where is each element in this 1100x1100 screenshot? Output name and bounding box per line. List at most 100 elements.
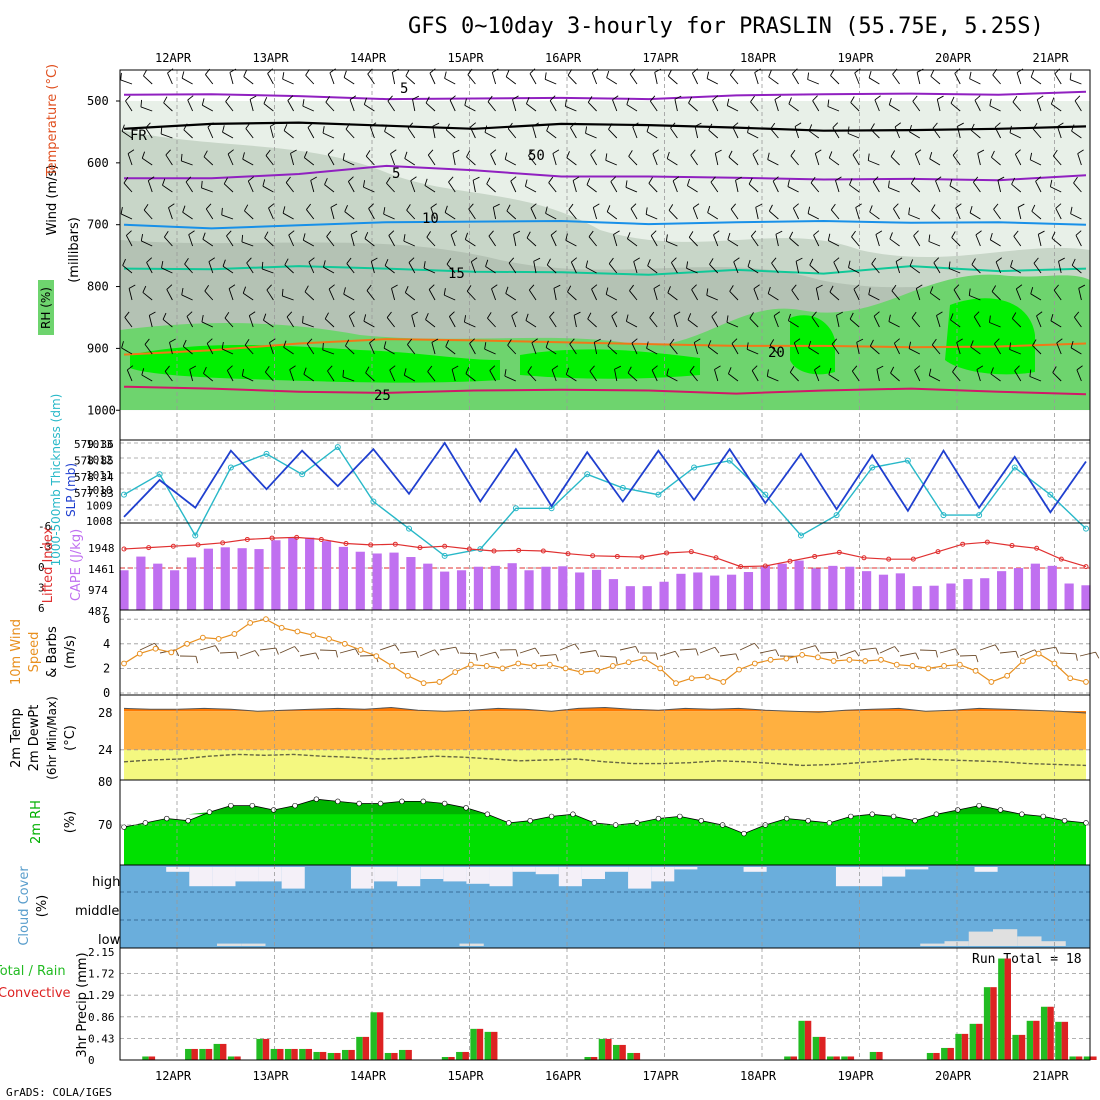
- slp-tick-label: 1013: [86, 438, 113, 451]
- wind-barb: [613, 234, 618, 247]
- wind-barb-flag: [160, 126, 163, 134]
- wind-barb-flag: [955, 648, 960, 656]
- wind-barb: [952, 371, 961, 382]
- rh-point: [869, 811, 875, 817]
- wind-barb-flag: [1050, 97, 1055, 105]
- high-cloud-bar: [489, 867, 513, 887]
- isotherm-FR: [123, 121, 1087, 132]
- wind-barb-flag: [1049, 179, 1053, 187]
- wind-barb-flag: [994, 338, 1000, 345]
- wind-barb-flag: [310, 176, 318, 181]
- precip-total-bar: [998, 958, 1005, 1060]
- wind-barb: [908, 214, 920, 220]
- wind-barb: [770, 128, 779, 139]
- wind-barb-flag: [285, 176, 291, 183]
- wind-barb: [789, 372, 799, 382]
- wind-speed-point: [468, 661, 474, 668]
- wind-barb: [164, 236, 173, 247]
- wind-barb-flag: [1076, 365, 1083, 371]
- wind-barb: [936, 99, 941, 112]
- wind-barb-flag: [282, 206, 286, 214]
- thickness-point: [584, 471, 591, 478]
- wind-barb-flag: [787, 179, 790, 187]
- pressure-tick-label: 700: [87, 218, 109, 232]
- wind-barb: [224, 317, 234, 328]
- wind-barb-flag: [302, 315, 304, 323]
- wind-barb-flag: [853, 284, 860, 290]
- wind-barb: [793, 342, 800, 355]
- cape-bar: [828, 565, 838, 610]
- wind-barb-flag: [957, 122, 964, 127]
- wind-barb-flag: [546, 258, 551, 266]
- rh-point: [377, 800, 384, 807]
- wind-barb-flag: [306, 338, 313, 345]
- wind-barb-flag: [364, 232, 369, 239]
- wind-barb-flag: [249, 311, 256, 317]
- dewpt-line: [123, 753, 1087, 767]
- wind-barb-flag: [868, 287, 871, 295]
- wind-barb-flag: [425, 96, 430, 104]
- wind-speed-point: [199, 634, 206, 641]
- wind-barb: [819, 651, 837, 654]
- high-cloud-bar: [212, 867, 236, 887]
- cape-bar: [963, 579, 973, 610]
- wind-barb-flag: [587, 96, 593, 103]
- wind-barb: [772, 181, 779, 193]
- li-point: [960, 541, 966, 547]
- wind-barb-flag: [546, 124, 550, 131]
- li-tick-label: 3: [38, 582, 45, 595]
- wind-barb: [349, 99, 355, 112]
- wind-barb-flag: [667, 69, 672, 77]
- wind-speed-point: [941, 663, 947, 669]
- precip-conv-bar: [1004, 958, 1011, 1060]
- wind-barb-flag: [302, 99, 305, 107]
- thickness-point: [263, 450, 270, 457]
- wind-barb: [626, 320, 638, 328]
- wind-barb: [939, 648, 956, 654]
- slp-axis-label: SLP (mb): [64, 463, 78, 517]
- wind-barb: [568, 209, 577, 220]
- slp-thickness-panel: 579.36578.85578.34577.831013101210111010…: [74, 438, 1091, 559]
- wind-barb: [735, 180, 739, 193]
- wind-barb-flag: [969, 205, 973, 213]
- wind-barb-flag: [404, 151, 408, 159]
- rh-line: [123, 798, 1087, 835]
- wind-barb: [910, 183, 921, 193]
- wind-barb: [489, 370, 496, 382]
- wind-barb: [491, 72, 497, 85]
- wind-barb: [464, 321, 476, 328]
- wind-barb: [690, 154, 698, 166]
- wind-barb: [1013, 236, 1022, 247]
- li-point: [565, 551, 571, 557]
- precip-conv-bar: [220, 1043, 227, 1060]
- wind-barb: [632, 126, 638, 139]
- li-point: [121, 546, 127, 552]
- wind-barb-flag: [242, 152, 245, 160]
- wind-barb: [771, 262, 779, 274]
- wind-barb: [629, 290, 638, 301]
- wind-barb: [973, 316, 981, 328]
- wind-barb: [791, 289, 799, 301]
- wind-barb: [849, 318, 860, 328]
- wind-barb: [552, 153, 557, 166]
- wind-barb: [165, 154, 173, 166]
- wind-barb-flag: [288, 230, 295, 236]
- precip-total-bar: [1083, 1056, 1091, 1060]
- wind-barb: [1010, 266, 1022, 274]
- wind-barb-flag: [403, 234, 406, 242]
- wind-barb: [1014, 370, 1022, 382]
- wind-speed-point: [1067, 675, 1074, 682]
- precip-total-bar: [313, 1051, 320, 1060]
- wind-barb: [207, 126, 214, 139]
- wind-barb-flag: [1035, 176, 1042, 182]
- wind-barb: [465, 239, 476, 247]
- wind-barb: [591, 72, 598, 85]
- wind-barb-flag: [452, 149, 460, 154]
- wind-barb-flag: [813, 230, 820, 236]
- wind-barb-flag: [706, 71, 710, 79]
- precip-total-bar: [826, 1056, 834, 1060]
- high-cloud-bar: [397, 867, 421, 887]
- precip-total-bar: [456, 1051, 463, 1060]
- thickness-point: [904, 457, 911, 464]
- chart-title: GFS 0~10day 3-hourly for PRASLIN (55.75E…: [408, 14, 1044, 39]
